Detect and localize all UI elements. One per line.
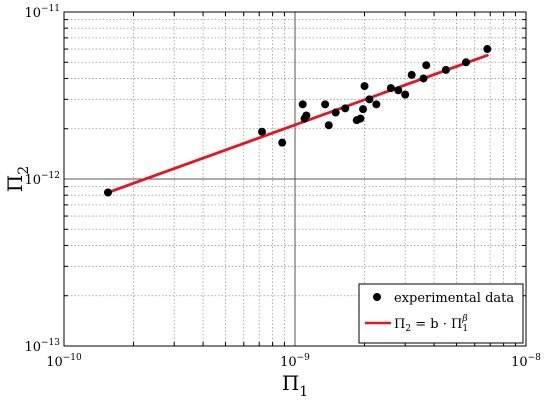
legend-fit-lhs: Π	[394, 317, 405, 332]
grid-major	[64, 12, 526, 346]
x-axis-title-main: Π	[282, 371, 299, 395]
x-axis-title-subscript: 1	[299, 384, 308, 400]
x-tick-label: 10−8	[511, 353, 541, 370]
data-point	[324, 121, 333, 130]
data-point	[462, 58, 471, 67]
x-tick-label-exponent: −9	[297, 353, 311, 363]
y-tick-label-base: 10	[24, 6, 41, 21]
legend-fit-rhs-sup: β	[461, 314, 467, 324]
data-point	[407, 70, 416, 79]
legend-fit-eq: = b ·	[411, 317, 451, 332]
data-point	[278, 138, 287, 147]
fit-line	[106, 53, 489, 194]
y-tick-label: 10−12	[24, 171, 60, 188]
legend-scatter-marker	[373, 293, 381, 301]
y-tick-label-base: 10	[24, 173, 41, 188]
legend-fit-rhs-sub: 1	[462, 324, 468, 334]
y-axis-title: Π2	[3, 166, 32, 192]
x-tick-label: 10−9	[280, 353, 310, 370]
x-tick-label-base: 10	[280, 355, 297, 370]
data-point	[360, 82, 369, 91]
data-point	[422, 61, 431, 70]
data-point	[441, 65, 450, 74]
legend-fit-lhs-sub: 2	[405, 324, 411, 334]
plot-frame	[63, 11, 527, 347]
legend-box	[358, 283, 524, 344]
y-tick-label-exponent: −13	[41, 338, 60, 348]
data-point	[321, 100, 330, 109]
y-tick-label-exponent: −11	[41, 4, 60, 14]
data-points-layer	[103, 45, 492, 197]
data-point	[356, 114, 365, 123]
x-tick-label-base: 10	[511, 355, 528, 370]
x-tick-labels: 10−10 10−9 10−8	[46, 353, 541, 370]
x-tick-label-exponent: −10	[63, 353, 82, 363]
data-point	[298, 100, 307, 109]
data-point	[483, 45, 492, 54]
y-axis-title-subscript: 2	[16, 166, 32, 175]
data-point	[419, 74, 428, 83]
data-point	[359, 105, 368, 114]
data-point	[103, 188, 112, 197]
y-tick-label-exponent: −12	[41, 171, 60, 181]
data-point	[258, 127, 267, 136]
x-tick-label-base: 10	[46, 355, 63, 370]
legend-scatter-label: experimental data	[394, 291, 514, 306]
data-point	[394, 86, 403, 95]
legend-fit-rhs: Π	[451, 317, 462, 332]
data-point	[331, 108, 340, 117]
data-point	[386, 84, 395, 93]
data-point	[341, 104, 350, 113]
y-axis-title-main: Π	[3, 175, 27, 192]
fit-line-layer	[106, 53, 489, 194]
x-tick-label: 10−10	[46, 353, 82, 370]
x-tick-label-exponent: −8	[528, 353, 542, 363]
data-point	[401, 90, 410, 99]
y-tick-label: 10−13	[24, 338, 60, 355]
data-point	[365, 95, 374, 104]
y-tick-label-base: 10	[24, 340, 41, 355]
data-point	[372, 100, 381, 109]
legend: experimental data Π2 = b · Πβ 1	[358, 283, 524, 344]
data-point	[300, 114, 309, 123]
x-axis-title: Π1	[282, 371, 308, 400]
legend-fit-label: Π2 = b · Πβ 1	[394, 314, 468, 334]
y-tick-label: 10−11	[24, 4, 60, 21]
